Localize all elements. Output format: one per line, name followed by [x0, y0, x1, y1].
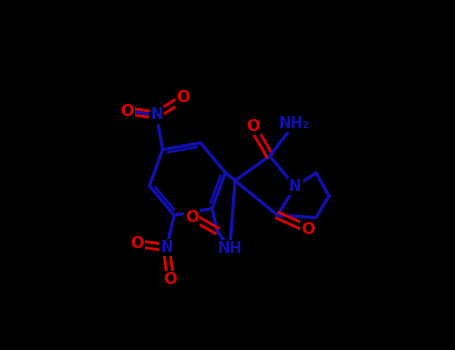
- Text: O: O: [302, 222, 315, 237]
- Text: O: O: [121, 104, 134, 119]
- Text: N: N: [289, 179, 301, 194]
- Text: O: O: [164, 272, 177, 287]
- Text: O: O: [186, 210, 199, 224]
- Text: NH: NH: [217, 241, 242, 256]
- Text: N: N: [160, 240, 173, 255]
- Text: NH₂: NH₂: [279, 116, 310, 131]
- Text: O: O: [177, 91, 190, 105]
- Text: O: O: [246, 119, 259, 134]
- Text: O: O: [131, 236, 144, 251]
- Text: N: N: [150, 107, 162, 122]
